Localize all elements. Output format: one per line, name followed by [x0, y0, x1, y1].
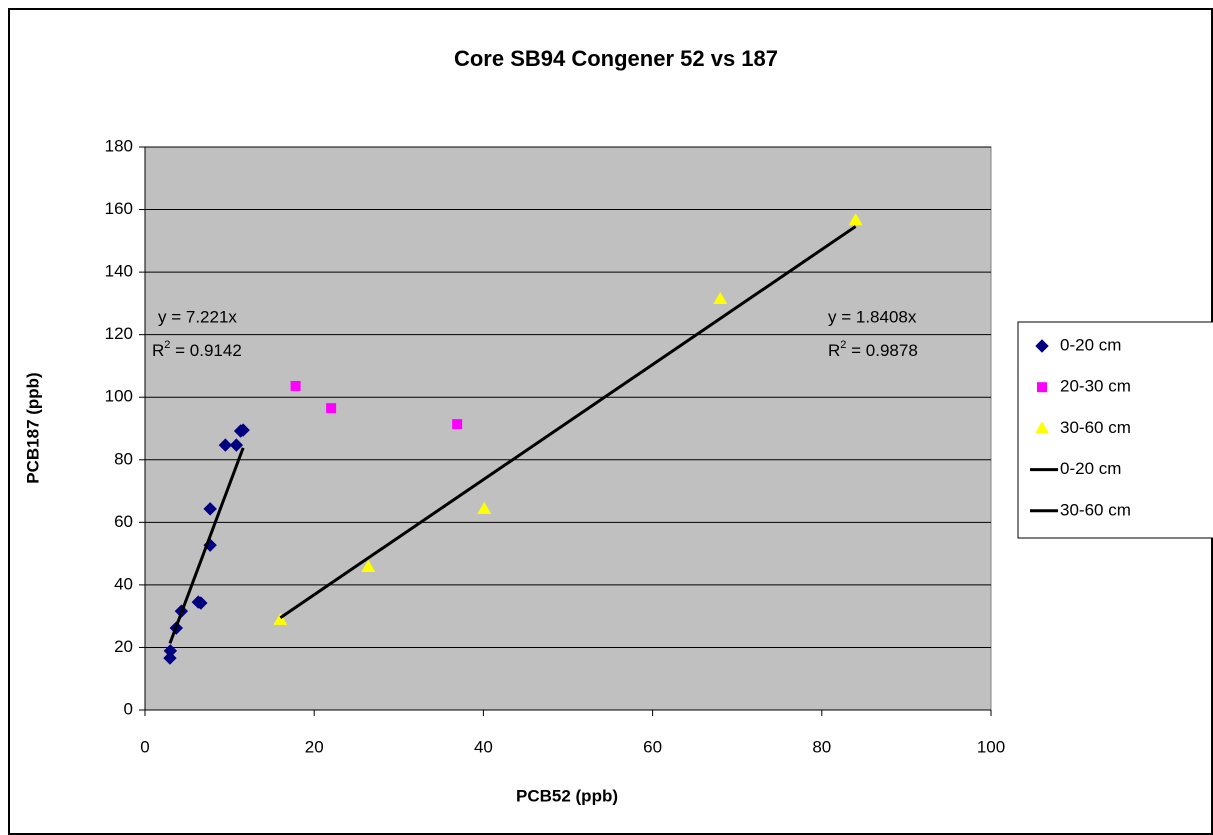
y-tick-label: 100: [105, 387, 133, 406]
y-tick-label: 180: [105, 136, 133, 155]
point: [203, 502, 217, 516]
y-tick-label: 60: [114, 512, 133, 531]
y-tick-label: 160: [105, 199, 133, 218]
r2-value: = 0.9142: [170, 341, 241, 360]
legend-swatch: [1037, 382, 1047, 393]
plot-area: [144, 146, 992, 711]
point: [452, 419, 463, 430]
legend-label: 30-60 cm: [1060, 500, 1131, 519]
legend-label: 0-20 cm: [1060, 335, 1121, 354]
r2-sup: 2: [840, 339, 846, 351]
legend-label: 30-60 cm: [1060, 418, 1131, 437]
y-axis-label: PCB187 (ppb): [23, 372, 42, 483]
trendline: [279, 225, 857, 619]
x-axis-label: PCB52 (ppb): [516, 786, 618, 805]
y-tick-label: 0: [124, 699, 133, 718]
x-tick-label: 60: [643, 737, 662, 756]
point: [326, 403, 337, 414]
x-tick-label: 20: [305, 737, 324, 756]
point: [194, 596, 208, 610]
point: [273, 612, 288, 625]
r2-label: R: [828, 341, 840, 360]
chart-title: Core SB94 Congener 52 vs 187: [454, 46, 778, 71]
legend-swatch: [1035, 421, 1049, 434]
x-tick-label: 80: [812, 737, 831, 756]
trend-equation: y = 1.8408x: [828, 307, 917, 326]
trend-equation: y = 7.221x: [158, 307, 237, 326]
legend-box: [1017, 321, 1213, 539]
trendline: [168, 447, 245, 644]
trend-r2: R2 = 0.9878: [828, 339, 918, 361]
legend-label: 20-30 cm: [1060, 377, 1131, 396]
point: [218, 438, 233, 452]
legend-label: 0-20 cm: [1060, 459, 1121, 478]
y-tick-label: 120: [105, 324, 133, 343]
r2-label: R: [152, 341, 164, 360]
point: [163, 651, 177, 665]
x-tick-label: 0: [140, 737, 149, 756]
trend-r2: R2 = 0.9142: [152, 339, 242, 361]
point: [361, 560, 376, 573]
legend-swatch: [1035, 339, 1049, 353]
point: [848, 213, 863, 226]
r2-value: = 0.9878: [846, 341, 917, 360]
point: [477, 501, 492, 514]
x-tick-label: 100: [977, 737, 1005, 756]
x-tick-label: 40: [474, 737, 493, 756]
y-tick-label: 80: [114, 449, 133, 468]
y-tick-label: 140: [105, 262, 133, 281]
point: [163, 644, 178, 658]
y-tick-label: 20: [114, 637, 133, 656]
point: [713, 292, 728, 305]
point: [290, 380, 301, 391]
y-tick-label: 40: [114, 574, 133, 593]
r2-sup: 2: [164, 339, 170, 351]
point: [236, 423, 250, 437]
point: [229, 438, 244, 452]
